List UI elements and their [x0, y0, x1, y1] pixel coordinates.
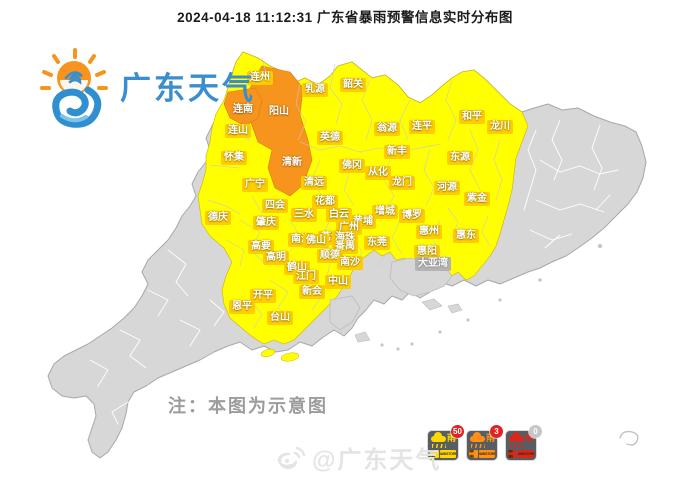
- watermark-text: @广东天气: [312, 447, 442, 474]
- sun-typhoon-icon: [40, 48, 108, 128]
- rainstorm-warning-icon-red: 雨暴雨RAINSTORM 0: [506, 425, 542, 460]
- island-curl-decoration: [619, 430, 639, 446]
- weibo-watermark: @广东天气: [276, 440, 441, 475]
- rainstorm-warning-icon-orange: 雨暴雨RAINSTORM 3: [467, 425, 503, 460]
- map-region-zhuhai-gray: [329, 295, 361, 331]
- warning-name-cn: 暴雨: [430, 450, 439, 458]
- district-borders-gray-area: [89, 119, 619, 425]
- warning-name-cn: 暴雨: [469, 450, 478, 458]
- rain-icon: [471, 444, 485, 448]
- warning-count-badge: 0: [529, 425, 542, 438]
- weibo-icon: [277, 446, 306, 469]
- cloud-icon: [431, 432, 446, 442]
- logo-text: 广东天气: [120, 70, 256, 106]
- page-title: 2024-04-18 11:12:31 广东省暴雨预警信息实时分布图: [177, 10, 513, 25]
- rainstorm-warning-icon-yellow: 雨暴雨RAINSTORM 50: [428, 425, 464, 460]
- coastal-islands: [260, 243, 603, 362]
- disclaimer-note: 注：本图为示意图: [168, 396, 328, 416]
- warning-name-en: RAINSTORM: [479, 450, 495, 458]
- warning-name-en: RAINSTORM: [518, 450, 534, 458]
- cloud-icon: [470, 432, 485, 442]
- rain-glyph: 雨: [446, 433, 456, 443]
- warning-count-badge: 50: [451, 425, 464, 438]
- rain-glyph: 雨: [485, 433, 495, 443]
- rain-icon: [510, 444, 524, 448]
- guangdong-weather-logo: 广东天气: [28, 46, 258, 130]
- rain-glyph: 雨: [524, 433, 534, 443]
- rain-icon: [432, 444, 446, 448]
- warning-name-cn: 暴雨: [508, 450, 517, 458]
- cloud-icon: [509, 432, 524, 442]
- warning-name-en: RAINSTORM: [440, 450, 456, 458]
- warning-count-badge: 3: [490, 425, 503, 438]
- warning-count-legend: 雨暴雨RAINSTORM50雨暴雨RAINSTORM3雨暴雨RAINSTORM0: [428, 425, 542, 460]
